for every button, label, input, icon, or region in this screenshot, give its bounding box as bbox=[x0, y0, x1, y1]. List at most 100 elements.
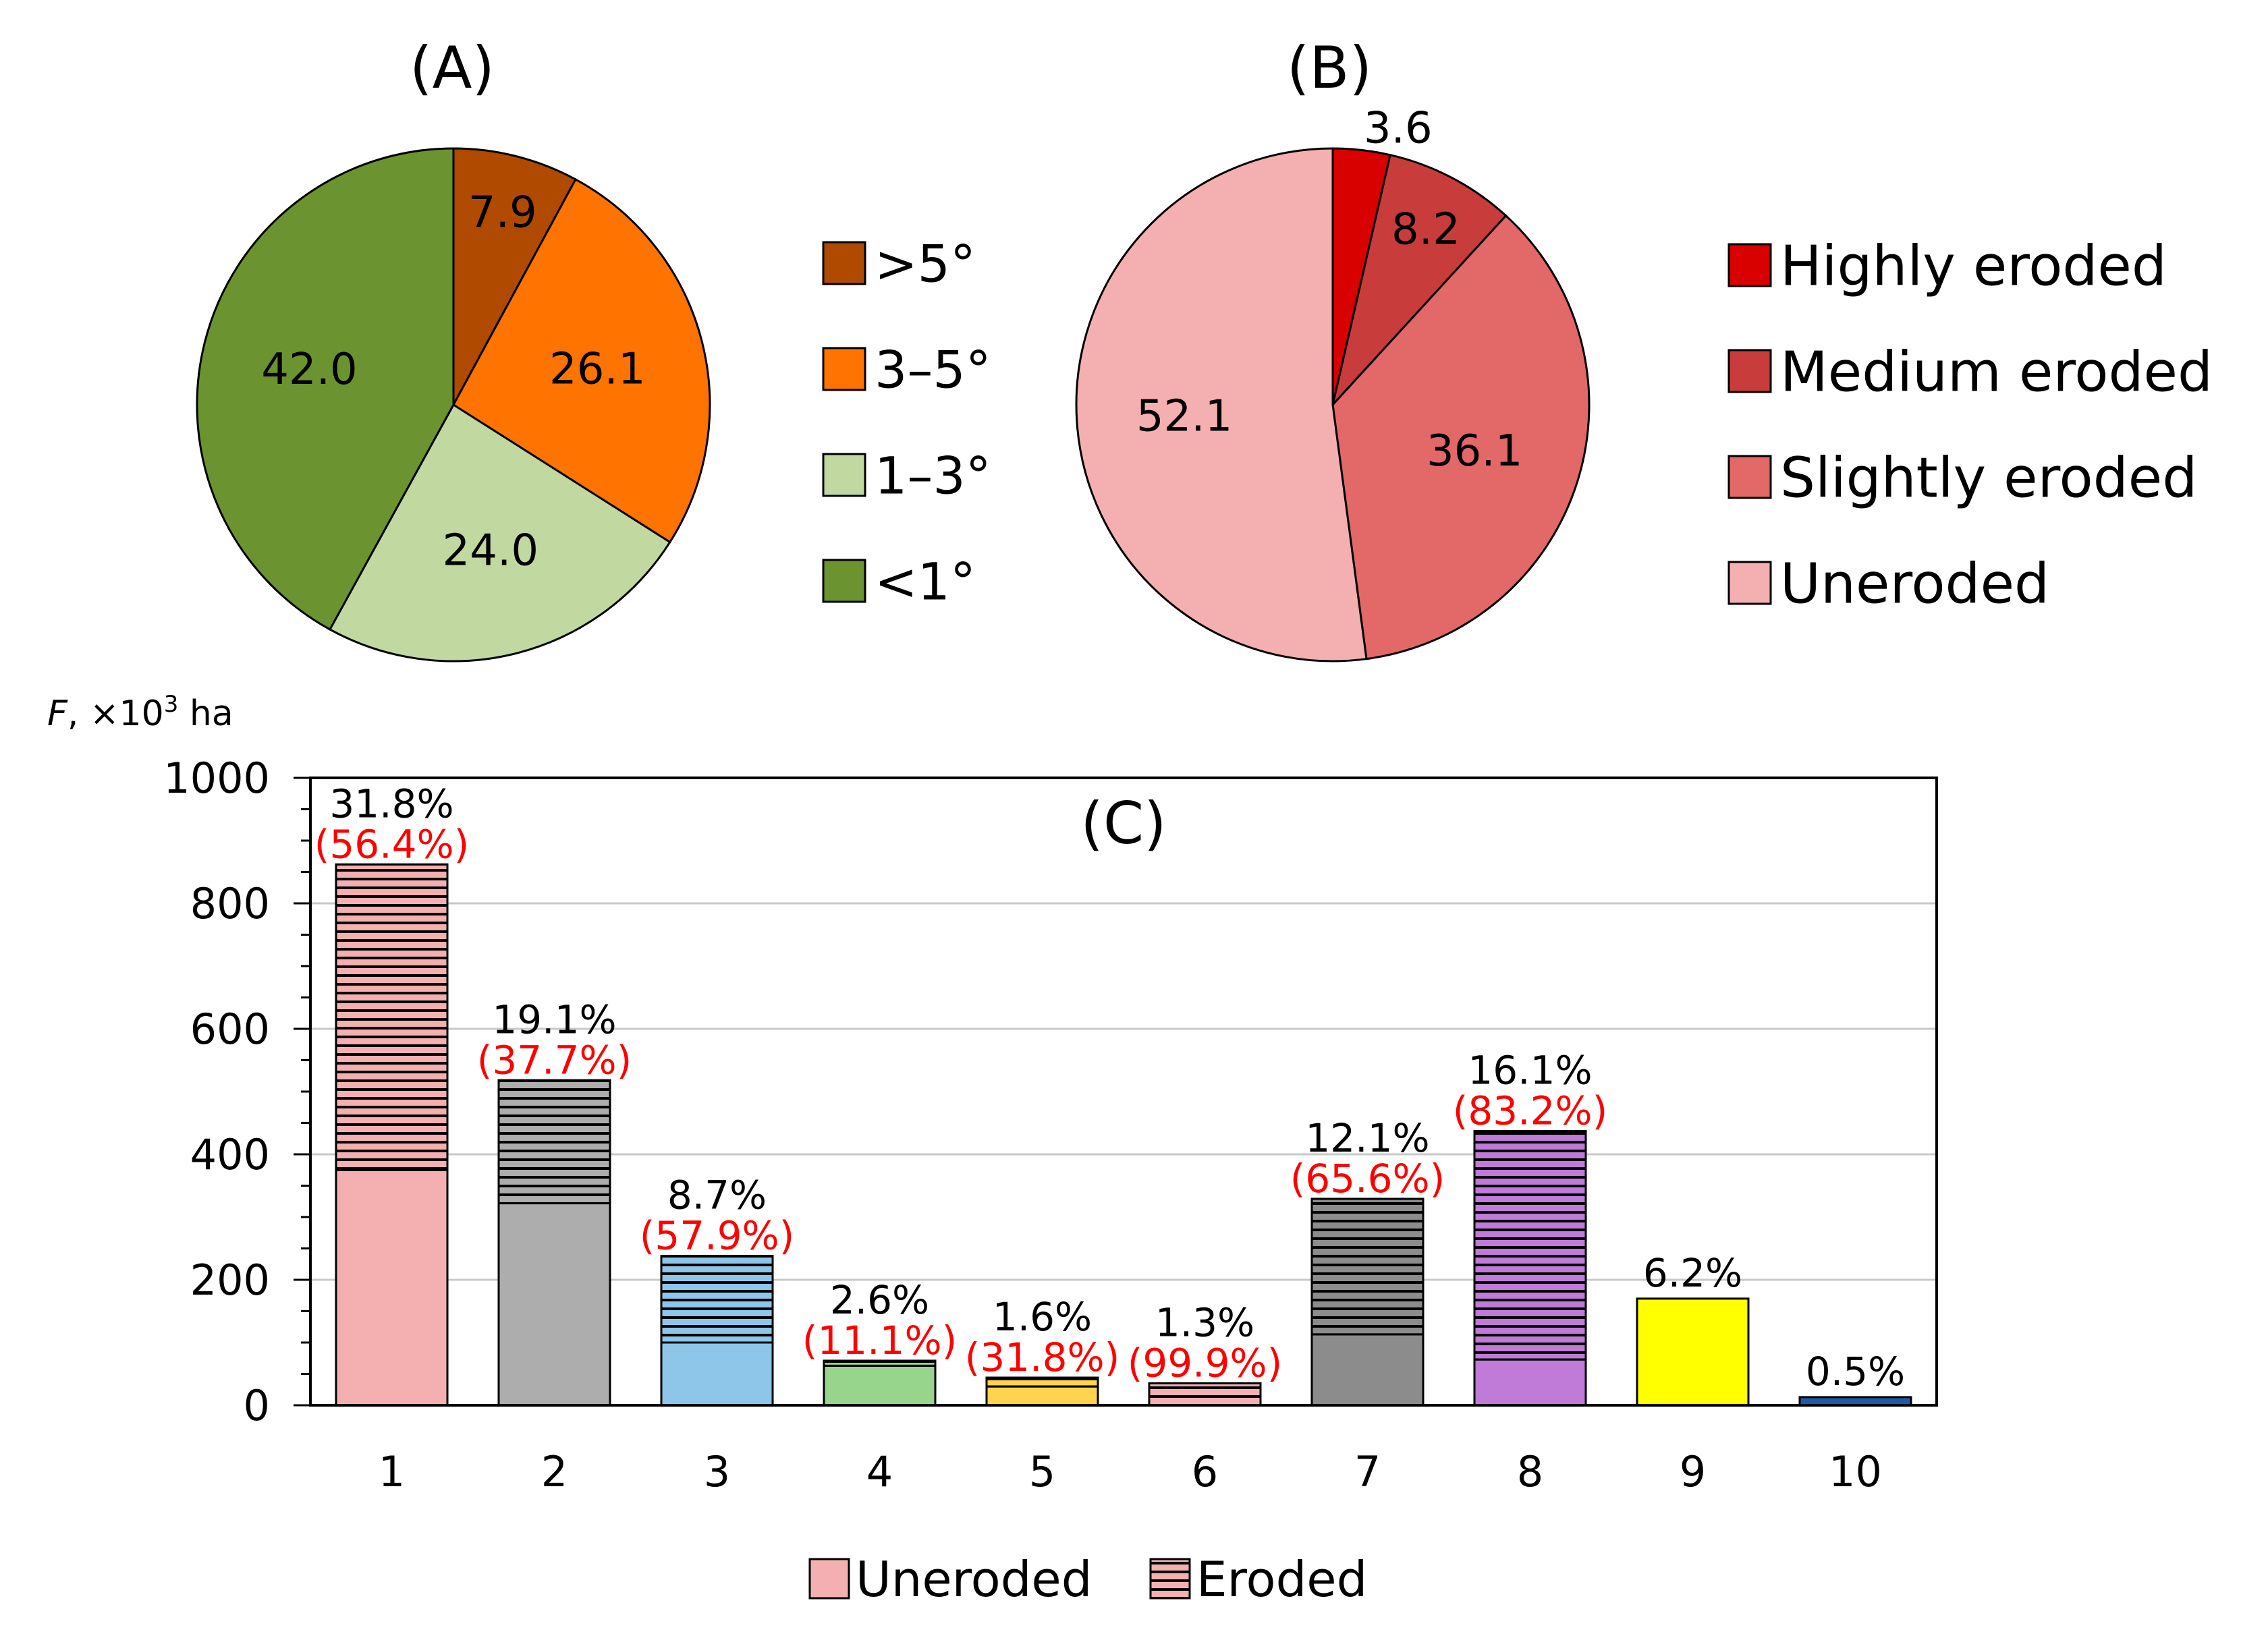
pieA-value-label: 7.9 bbox=[468, 188, 537, 238]
pieA-slice-3-5 bbox=[452, 177, 711, 544]
y-axis: 0 200 400 600 800 1000 bbox=[163, 754, 310, 1430]
pie-b-value-labels: 3.6 8.2 36.1 52.1 bbox=[1136, 104, 1523, 476]
bar-eroded-share-label: (56.4%) bbox=[314, 821, 470, 867]
y-tick-label: 400 bbox=[190, 1130, 270, 1179]
x-tick-label: 7 bbox=[1354, 1447, 1381, 1496]
bar-eroded-share-label: (37.7%) bbox=[477, 1037, 632, 1083]
bar-uneroded bbox=[985, 1385, 1099, 1407]
bar-uneroded bbox=[1310, 1333, 1425, 1407]
bar-uneroded bbox=[335, 1168, 449, 1407]
bar-eroded-share-label: (57.9%) bbox=[640, 1213, 795, 1259]
x-tick-label: 9 bbox=[1680, 1447, 1706, 1496]
x-tick-label: 2 bbox=[541, 1447, 568, 1496]
pieA-legend-label: 3–5° bbox=[875, 339, 991, 399]
panel-b-label: (B) bbox=[1287, 34, 1372, 102]
pieA-slice-1 bbox=[196, 147, 455, 631]
y-axis-unit: , ×10 bbox=[67, 694, 164, 734]
pieB-value-label: 36.1 bbox=[1427, 426, 1523, 476]
bar-uneroded bbox=[823, 1364, 937, 1407]
pieB-legend-swatch bbox=[1727, 561, 1772, 605]
bar-eroded-outline bbox=[335, 863, 449, 1171]
bar-uneroded bbox=[1636, 1297, 1750, 1407]
pieB-slice-uneroded bbox=[1075, 147, 1368, 662]
x-tick-label: 1 bbox=[379, 1447, 405, 1496]
legend-swatch-outline bbox=[1149, 1558, 1191, 1600]
pieA-slice-5 bbox=[452, 147, 578, 405]
bar-eroded-share-label: (99.9%) bbox=[1128, 1340, 1283, 1386]
y-tick-label: 800 bbox=[190, 879, 270, 928]
x-tick-label: 6 bbox=[1192, 1447, 1218, 1496]
bar-eroded-hatch bbox=[1474, 1131, 1586, 1360]
bar-eroded-share-label: (65.6%) bbox=[1290, 1156, 1445, 1202]
bars bbox=[335, 863, 1912, 1407]
bar-eroded-share-label: (83.2%) bbox=[1453, 1088, 1608, 1134]
bar-share-label: 31.8% bbox=[329, 781, 453, 826]
pie-chart-b: (B) 3.6 8.2 36.1 52.1 Highly eroded Medium e… bbox=[1075, 34, 2213, 662]
bar-share-label: 2.6% bbox=[830, 1277, 929, 1323]
panel-c-label: (C) bbox=[1080, 790, 1166, 857]
bar-share-label: 1.3% bbox=[1155, 1299, 1254, 1345]
pieB-legend-swatch bbox=[1727, 455, 1772, 499]
legend-label-eroded: Eroded bbox=[1196, 1551, 1367, 1608]
pieA-slice-1-3 bbox=[328, 403, 671, 662]
pieB-legend-swatch bbox=[1727, 243, 1772, 287]
pieA-value-label: 24.0 bbox=[443, 526, 539, 576]
pie-a-value-labels: 7.9 26.1 24.0 42.0 bbox=[261, 188, 645, 576]
bar-eroded-hatch bbox=[987, 1378, 1098, 1387]
bar-share-label: 6.2% bbox=[1643, 1250, 1742, 1296]
bar-share-label: 1.6% bbox=[993, 1294, 1092, 1340]
panel-a-label: (A) bbox=[410, 34, 495, 102]
pie-a-legend: >5° 3–5° 1–3° <1° bbox=[822, 233, 991, 611]
pieB-slice-medium-eroded bbox=[1331, 153, 1508, 409]
y-axis-variable: F bbox=[47, 694, 68, 734]
bar-eroded-hatch bbox=[336, 864, 447, 1170]
bar-eroded-hatch bbox=[1149, 1383, 1261, 1405]
pieB-legend-swatch bbox=[1727, 349, 1772, 393]
bar-eroded-outline bbox=[497, 1079, 611, 1205]
pieA-legend-swatch bbox=[822, 241, 866, 285]
pie-chart-a: (A) 7.9 26.1 24.0 42.0 >5° 3–5° 1–3° <1° bbox=[196, 34, 991, 662]
pieA-legend-label: <1° bbox=[875, 551, 976, 611]
bar-uneroded bbox=[1473, 1358, 1587, 1407]
bar-share-label: 19.1% bbox=[492, 996, 616, 1042]
bar-share-label: 12.1% bbox=[1305, 1115, 1429, 1161]
plot-frame bbox=[309, 777, 1938, 1407]
pieB-slice-slightly-eroded bbox=[1331, 214, 1591, 660]
x-tick-labels: 1 2 3 4 5 6 7 8 9 10 bbox=[379, 1447, 1882, 1496]
bar-eroded-share-label: (31.8%) bbox=[965, 1334, 1120, 1380]
pieB-value-label: 3.6 bbox=[1364, 104, 1433, 154]
y-axis-exponent: 3 bbox=[164, 691, 179, 718]
bar-eroded-hatch bbox=[824, 1360, 935, 1366]
pieA-legend-swatch bbox=[822, 347, 866, 391]
bar-uneroded bbox=[660, 1341, 774, 1407]
x-tick-label: 4 bbox=[866, 1447, 893, 1496]
bar-eroded-outline bbox=[660, 1255, 774, 1344]
bar-eroded-share-label: (11.1%) bbox=[802, 1318, 958, 1363]
pieB-legend-label: Medium eroded bbox=[1780, 341, 2213, 405]
pieB-legend-label: Slightly eroded bbox=[1780, 447, 2197, 511]
pie-b-legend: Highly eroded Medium eroded Slightly erode… bbox=[1727, 235, 2213, 617]
pieA-legend-swatch bbox=[822, 559, 866, 603]
pieB-legend-label: Uneroded bbox=[1780, 553, 2049, 617]
bar-uneroded bbox=[497, 1202, 611, 1407]
bar-eroded-outline bbox=[1473, 1130, 1587, 1361]
bar-legend: Uneroded Eroded bbox=[808, 1551, 1367, 1608]
pieA-legend-swatch bbox=[822, 453, 866, 497]
x-tick-label: 8 bbox=[1517, 1447, 1543, 1496]
bar-share-label: 8.7% bbox=[667, 1173, 767, 1218]
pieB-legend-label: Highly eroded bbox=[1780, 235, 2167, 299]
pie-a-slices bbox=[196, 147, 711, 662]
bar-eroded-outline bbox=[985, 1376, 1099, 1388]
y-axis-label: F, ×103 ha bbox=[47, 691, 233, 734]
legend-swatch-hatch bbox=[1151, 1559, 1190, 1598]
pie-b-slices bbox=[1075, 147, 1591, 662]
y-tick-label: 200 bbox=[190, 1256, 270, 1305]
y-axis-unit-tail: ha bbox=[178, 694, 233, 734]
pieA-value-label: 26.1 bbox=[549, 345, 646, 395]
pieA-value-label: 42.0 bbox=[261, 345, 358, 395]
x-tick-label: 5 bbox=[1029, 1447, 1055, 1496]
bar-eroded-hatch bbox=[1312, 1199, 1423, 1334]
legend-label-uneroded: Uneroded bbox=[856, 1551, 1092, 1608]
pieB-value-label: 8.2 bbox=[1391, 205, 1460, 255]
